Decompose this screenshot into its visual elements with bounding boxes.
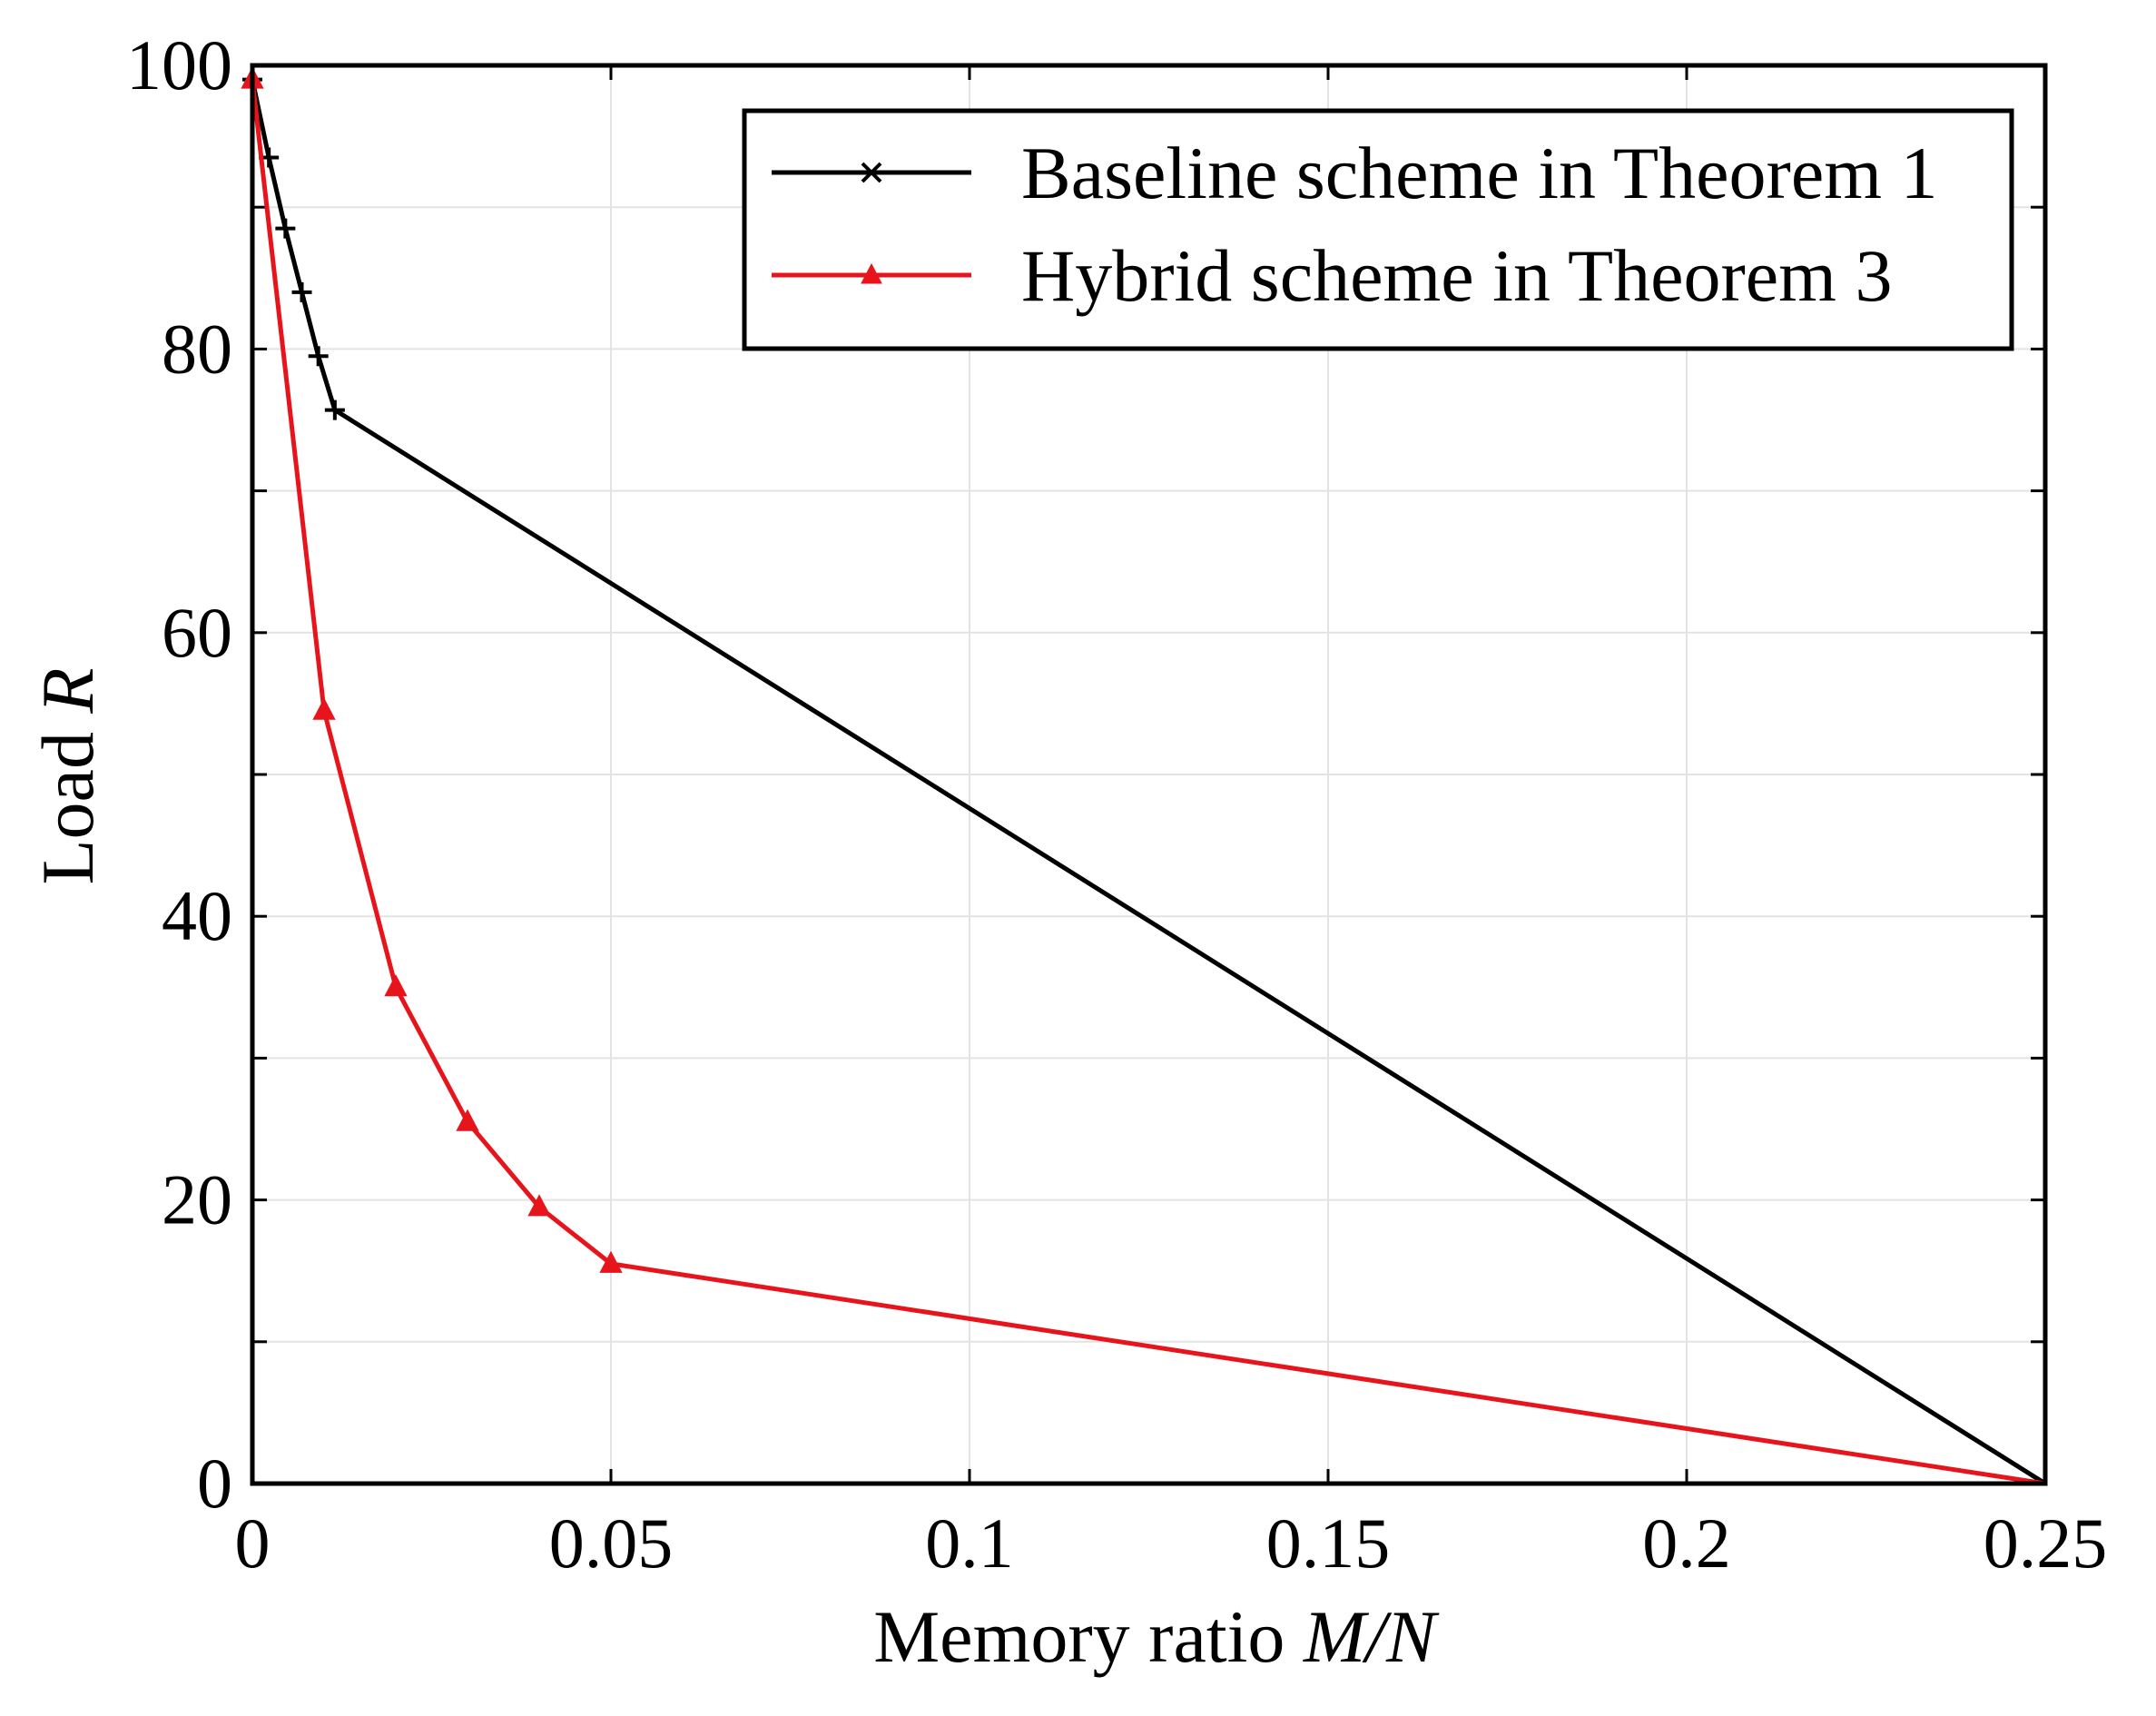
ticks: 0 0.05 0.1 0.15 0.2 0.25 0 20 40 60 80 100 xyxy=(126,25,2107,1583)
plot-frame xyxy=(250,63,2048,1486)
x-tick-label: 0.15 xyxy=(1266,1504,1391,1583)
y-tick-label: 40 xyxy=(162,876,232,955)
series-1-point xyxy=(324,399,345,420)
series-1-point xyxy=(291,281,312,302)
legend-marker-1 xyxy=(861,162,882,183)
legend-marker-2 xyxy=(861,262,882,284)
y-tick-label: 20 xyxy=(162,1160,232,1239)
legend-label-1: Baseline scheme in Theorem 1 xyxy=(1021,132,1938,214)
y-tick-label: 60 xyxy=(162,593,232,672)
series-2-point xyxy=(312,697,336,720)
series-2-point xyxy=(599,1250,623,1273)
series-2-point xyxy=(384,974,408,997)
series-layer xyxy=(241,66,2047,1486)
series-1-point xyxy=(308,346,329,367)
series-1-point xyxy=(275,218,296,239)
x-tick-label: 0.25 xyxy=(1984,1504,2108,1583)
y-tick-label: 80 xyxy=(162,309,232,388)
x-tick-label: 0.1 xyxy=(925,1504,1014,1583)
y-tick-label: 100 xyxy=(126,25,232,104)
x-tick-label: 0.05 xyxy=(549,1504,674,1583)
legend-label-2: Hybrid scheme in Theorem 3 xyxy=(1021,234,1892,317)
series-2 xyxy=(241,66,2046,1486)
series-2-point xyxy=(527,1194,551,1217)
legend: Baseline scheme in Theorem 1 Hybrid schem… xyxy=(742,108,2014,351)
legend-box xyxy=(742,108,2014,351)
x-axis-title: Memory ratio M/N xyxy=(873,1595,1440,1678)
y-axis-title: Load R xyxy=(26,667,109,884)
x-tick-label: 0.2 xyxy=(1642,1504,1731,1583)
series-2-point xyxy=(456,1109,479,1131)
x-tick-label: 0 xyxy=(235,1504,271,1583)
y-tick-label: 0 xyxy=(197,1444,232,1523)
